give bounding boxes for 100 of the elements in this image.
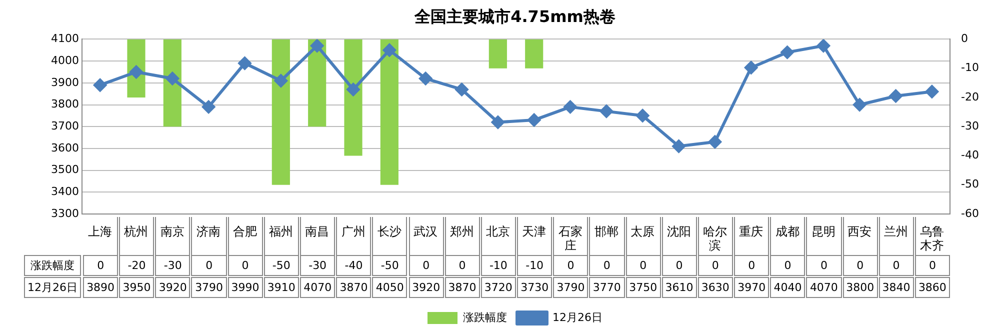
data-label: 0 xyxy=(770,255,806,276)
y2-tick-label: -40 xyxy=(961,148,979,162)
data-label: 3950 xyxy=(119,277,154,298)
data-label: -50 xyxy=(372,255,408,276)
data-label: 3890 xyxy=(82,277,118,298)
x-tick-label: 沈阳 xyxy=(666,224,691,238)
data-label: 3920 xyxy=(155,277,190,298)
point xyxy=(600,104,613,118)
point xyxy=(564,100,577,114)
y-tick-label: 3600 xyxy=(50,141,79,154)
data-label: 3720 xyxy=(480,277,516,298)
y-tick-label: 3700 xyxy=(50,119,79,132)
data-label: -10 xyxy=(480,255,516,276)
data-label: 3920 xyxy=(408,277,444,298)
y-tick-label: 3900 xyxy=(50,76,79,89)
point xyxy=(382,44,396,57)
data-label: 3910 xyxy=(264,277,299,298)
data-label: 4040 xyxy=(770,277,806,298)
data-label: 0 xyxy=(806,255,842,276)
point xyxy=(310,39,324,52)
data-label: 0 xyxy=(626,255,661,276)
point xyxy=(853,98,866,112)
y2-tick-label: -50 xyxy=(961,178,979,191)
x-tick-label: 长沙 xyxy=(377,224,402,238)
data-label: 0 xyxy=(82,255,118,276)
y2-tick-label: 0 xyxy=(961,32,968,46)
x-tick-label: 杭州 xyxy=(123,224,148,238)
x-tick-label: 济南 xyxy=(196,224,221,238)
data-label: 3840 xyxy=(878,277,914,298)
data-label: -50 xyxy=(264,255,299,276)
y2-tick-label: -10 xyxy=(961,61,979,74)
legend-label: 涨跌幅度 xyxy=(463,310,508,324)
data-label: 0 xyxy=(191,255,227,276)
y-tick-label: 4000 xyxy=(50,54,79,67)
point xyxy=(889,90,902,103)
x-tick-label: 成都 xyxy=(775,224,800,238)
point xyxy=(94,78,107,92)
data-label: 3800 xyxy=(842,277,878,298)
y-tick-label: 3800 xyxy=(50,98,79,111)
y-tick-label: 3500 xyxy=(50,163,79,176)
point xyxy=(925,85,938,98)
x-tick-label: 石家庄 xyxy=(558,224,582,253)
x-tick-label: 福州 xyxy=(268,224,293,238)
y2-tick-label: -60 xyxy=(961,206,979,220)
point xyxy=(672,140,686,153)
x-tick-label: 合肥 xyxy=(232,224,257,238)
text: 12月26日 xyxy=(27,281,78,294)
x-tick-label: 广州 xyxy=(341,224,366,238)
legend-label: 12月26日 xyxy=(552,310,603,324)
x-tick-label: 北京 xyxy=(486,224,510,238)
y-tick-label: 4100 xyxy=(50,32,79,46)
data-label: 3750 xyxy=(626,277,661,298)
data-label: 4070 xyxy=(300,277,336,298)
x-tick-label: 兰州 xyxy=(884,224,908,238)
data-label: -30 xyxy=(155,255,190,276)
x-tick-label: 天津 xyxy=(522,224,546,238)
x-tick-label: 西安 xyxy=(848,224,872,238)
data-label: 3790 xyxy=(191,277,227,298)
data-label: 4050 xyxy=(372,277,408,298)
data-label: 3990 xyxy=(228,277,263,298)
data-label: -30 xyxy=(300,255,336,276)
data-label: 0 xyxy=(228,255,263,276)
data-label: -10 xyxy=(517,255,552,276)
point xyxy=(636,109,650,122)
data-label: 3790 xyxy=(553,277,588,298)
data-label: -40 xyxy=(336,255,372,276)
x-tick-label: 昆明 xyxy=(811,224,836,238)
point xyxy=(166,72,179,86)
x-tick-label: 邯郸 xyxy=(594,224,618,238)
data-label: 0 xyxy=(408,255,444,276)
data-label: 3870 xyxy=(336,277,372,298)
data-label: 4070 xyxy=(806,277,842,298)
data-label: 3970 xyxy=(734,277,770,298)
point xyxy=(744,61,758,74)
point xyxy=(491,116,504,129)
data-label: 0 xyxy=(444,255,480,276)
x-tick-label: 太原 xyxy=(630,224,655,238)
y2-tick-label: -20 xyxy=(961,90,979,104)
point xyxy=(528,114,541,127)
x-tick-label: 武汉 xyxy=(414,224,438,238)
point xyxy=(708,135,722,148)
data-label: 3610 xyxy=(662,277,697,298)
x-tick-label: 郑州 xyxy=(450,224,474,238)
point xyxy=(274,74,288,88)
data-label: 0 xyxy=(734,255,770,276)
point xyxy=(202,100,216,114)
x-tick-label: 南京 xyxy=(160,224,184,238)
data-label: 3730 xyxy=(517,277,552,298)
chart-title: 全国主要城市4.75mm热卷 xyxy=(414,6,616,26)
x-tick-label: 哈尔滨 xyxy=(702,224,727,253)
data-label: 0 xyxy=(878,255,914,276)
data-label: 0 xyxy=(842,255,878,276)
data-label: 0 xyxy=(589,255,624,276)
data-label: 0 xyxy=(698,255,733,276)
data-label: 0 xyxy=(914,255,950,276)
y-tick-label: 3400 xyxy=(50,185,79,198)
data-label: 3870 xyxy=(444,277,480,298)
point xyxy=(455,82,468,96)
data-label: 3860 xyxy=(914,277,950,298)
x-tick-label: 上海 xyxy=(88,224,112,238)
